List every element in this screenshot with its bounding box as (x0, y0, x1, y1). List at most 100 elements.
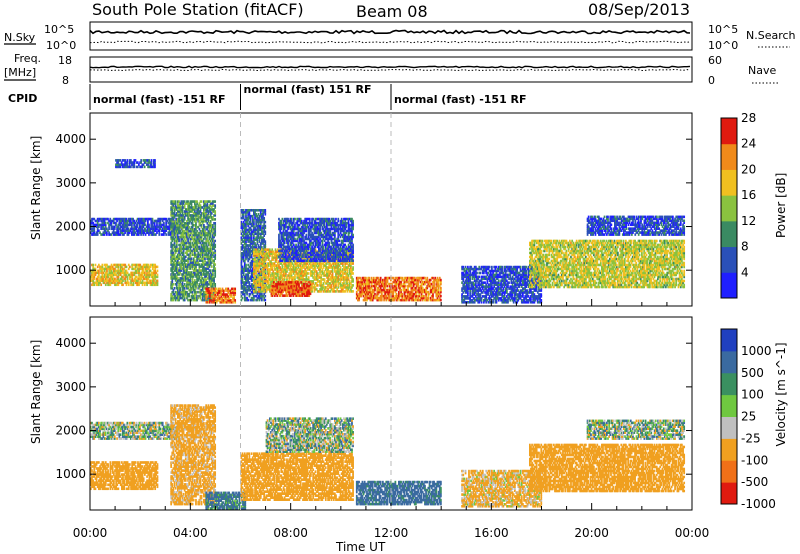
heatmap-cell (148, 159, 150, 162)
heatmap-cell (253, 290, 255, 293)
freq-tick-bottom: 8 (62, 74, 69, 87)
heatmap-cell (340, 266, 342, 269)
heatmap-cell (165, 233, 167, 236)
heatmap-cell (154, 166, 156, 169)
heatmap-cell (214, 218, 216, 221)
heatmap-cell (175, 200, 177, 203)
heatmap-cell (92, 264, 94, 267)
heatmap-cell (120, 159, 122, 162)
freq-panel: Freq. [MHz] 18 8 60 0 Nave (4, 52, 780, 87)
heatmap-cell (352, 278, 354, 281)
heatmap-cell (152, 218, 154, 221)
heatmap-cell (130, 159, 132, 162)
heatmap-cell (151, 159, 153, 162)
heatmap-cell (133, 161, 135, 164)
heatmap-cell (201, 200, 203, 203)
cpid-segment-label: normal (fast) -151 RF (93, 93, 226, 106)
nsky-label: N.Sky (4, 31, 36, 44)
heatmap-cell (214, 240, 216, 243)
heatmap-cell (157, 270, 159, 273)
heatmap-cell (130, 166, 132, 169)
heatmap-cell (95, 264, 97, 267)
nsky-tick-bottom: 10^0 (46, 39, 76, 52)
nsky-line (90, 31, 690, 34)
heatmap-cell (100, 284, 102, 287)
heatmap-cell (210, 269, 212, 272)
heatmap-cell (124, 159, 126, 162)
heatmap-cell (317, 284, 319, 287)
heatmap-cell (211, 265, 213, 268)
heatmap-cell (102, 264, 104, 267)
heatmap-cell (128, 282, 130, 285)
freq-tick-top: 18 (58, 54, 72, 67)
heatmap-cell (214, 204, 216, 207)
heatmap-cell (264, 270, 266, 273)
heatmap-cell (264, 225, 266, 228)
heatmap-cell (126, 266, 128, 269)
freq-unit-label: [MHz] (4, 66, 36, 79)
heatmap-cell (242, 297, 244, 300)
cpid-panel: CPID normal (fast) -151 RF normal (fast) … (8, 83, 527, 110)
nsearch-tick-top: 10^5 (708, 23, 738, 36)
heatmap-cell (254, 276, 256, 279)
heatmap-cell (352, 284, 354, 287)
heatmap-cell (135, 159, 137, 162)
heatmap-cell (127, 161, 129, 164)
heatmap-cell (127, 159, 129, 162)
heatmap-cell (148, 224, 150, 227)
heatmap-cell (352, 290, 354, 293)
nsearch-label: N.Search (746, 29, 796, 42)
nsearch-tick-bottom: 10^0 (708, 39, 738, 52)
heatmap-cell (174, 287, 176, 290)
radar-summary-plot: South Pole Station (fitACF) Beam 08 08/S… (0, 0, 800, 554)
heatmap-cell (151, 161, 153, 164)
heatmap-cell (154, 161, 156, 164)
heatmap-cell (214, 244, 216, 247)
heatmap-cell (105, 222, 107, 225)
station-title: South Pole Station (fitACF) (92, 0, 304, 19)
heatmap-cell (263, 217, 265, 220)
heatmap-cell (214, 250, 216, 253)
heatmap-cell (173, 283, 175, 286)
freq-line (90, 66, 690, 67)
heatmap-cell (264, 295, 266, 298)
heatmap-cell (214, 210, 216, 213)
cpid-label: CPID (8, 92, 37, 105)
beam-title: Beam 08 (356, 2, 428, 21)
heatmap-cell (234, 299, 236, 302)
freq-frame (90, 57, 692, 82)
heatmap-cell (264, 240, 266, 243)
heatmap-cell (214, 200, 216, 203)
nave-line (90, 70, 690, 71)
heatmap-cell (234, 288, 236, 291)
heatmap-cell (196, 200, 198, 203)
nave-tick-top: 60 (708, 54, 722, 67)
heatmap-cell (300, 281, 302, 284)
heatmap-cell (133, 166, 135, 169)
heatmap-cell (140, 159, 142, 162)
heatmap-cell (144, 166, 146, 169)
heatmap-cell (247, 299, 249, 302)
heatmap-cell (163, 222, 165, 225)
heatmap-cell (157, 280, 159, 283)
nsearch-line (90, 41, 690, 42)
heatmap-cell (214, 267, 216, 270)
heatmap-cell (191, 257, 193, 260)
heatmap-cell (214, 222, 216, 225)
cpid-segment-label: normal (fast) -151 RF (394, 93, 527, 106)
heatmap-cell (157, 274, 159, 277)
heatmap-cell (214, 283, 216, 286)
heatmap-cell (142, 166, 144, 169)
heatmap-cell (245, 264, 247, 267)
heatmap-cell (120, 166, 122, 169)
heatmap-cell (214, 263, 216, 266)
heatmap-cell (308, 276, 310, 279)
heatmap-cell (154, 159, 156, 162)
heatmap-cell (137, 166, 139, 169)
cpid-segment-label: normal (fast) 151 RF (244, 83, 372, 96)
heatmap-cell (264, 231, 266, 234)
heatmap-cell (264, 221, 266, 224)
nave-label: Nave (748, 64, 776, 77)
heatmap-cell (324, 278, 326, 281)
